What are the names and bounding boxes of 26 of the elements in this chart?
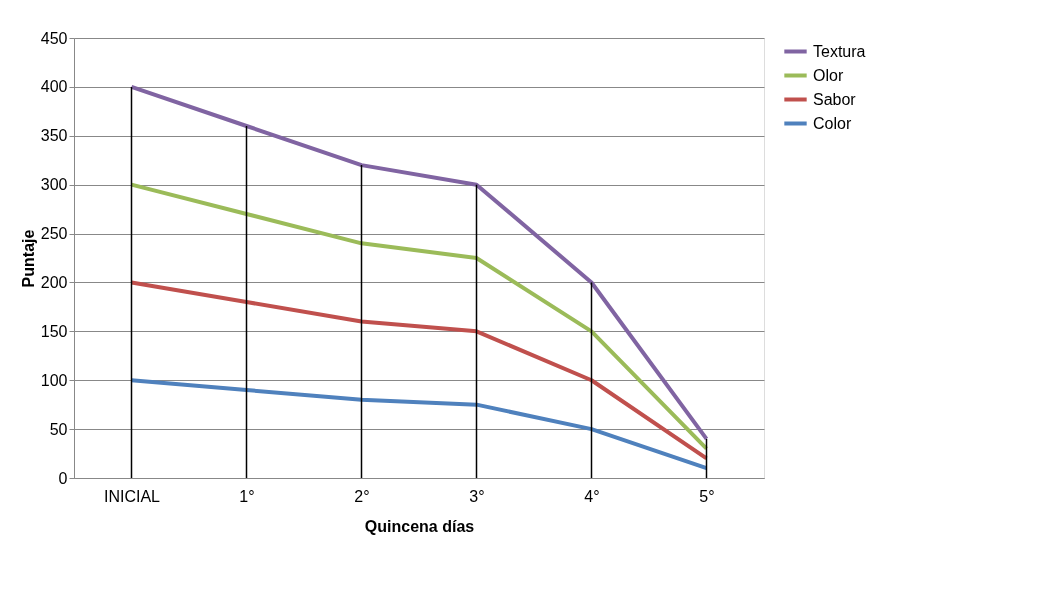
- x-tick-label: 1°: [239, 487, 255, 505]
- line-series: [129, 182, 709, 451]
- y-tick-label: 150: [40, 322, 68, 340]
- x-tick-label: 5°: [699, 487, 715, 505]
- y-tick-label: 200: [40, 273, 68, 291]
- x-axis-title: Quincena días: [364, 517, 475, 535]
- x-tick-label: 4°: [584, 487, 600, 505]
- legend-label: Color: [813, 114, 852, 132]
- y-axis-title: Puntaje: [19, 229, 37, 288]
- y-tick-label: 250: [40, 225, 68, 243]
- y-tick-label: 350: [40, 127, 68, 145]
- line-series: [129, 84, 709, 441]
- y-tick-label: 450: [40, 29, 68, 47]
- legend-label: Textura: [813, 42, 866, 60]
- y-tick-label: 0: [58, 469, 68, 487]
- y-tick-label: 400: [40, 78, 68, 96]
- y-tick-label: 300: [40, 176, 68, 194]
- y-tick-label: 100: [40, 371, 68, 389]
- legend-label: Sabor: [813, 90, 857, 108]
- x-tick-label: 3°: [469, 487, 485, 505]
- x-tick-label: 2°: [354, 487, 370, 505]
- legend-label: Olor: [813, 66, 844, 84]
- x-tick-label: INICIAL: [103, 487, 161, 505]
- line-series: [129, 280, 709, 461]
- line-series: [129, 378, 709, 471]
- y-tick-label: 50: [49, 420, 68, 438]
